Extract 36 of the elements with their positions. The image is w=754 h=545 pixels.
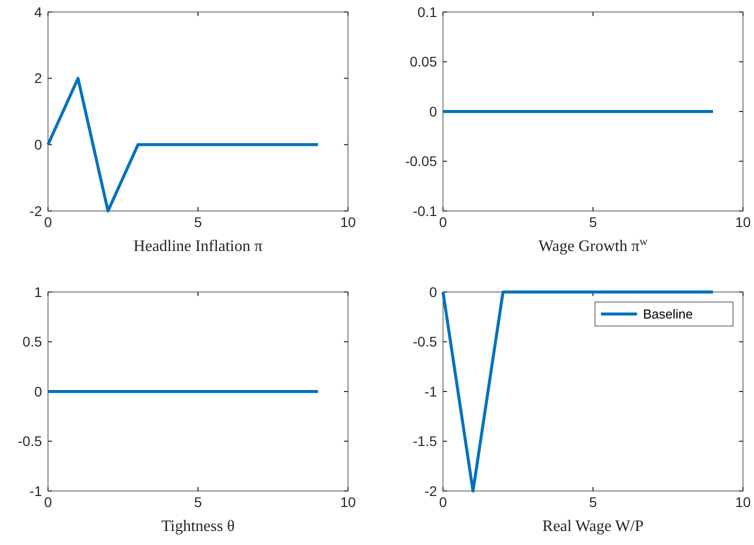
x-tick-label: 10 (340, 214, 356, 230)
y-tick-label: -0.05 (405, 153, 438, 170)
x-tick-label: 10 (735, 214, 751, 230)
x-tick-label: 5 (589, 494, 598, 510)
y-tick-label: -0.1 (412, 202, 438, 219)
x-tick-label: 0 (439, 214, 448, 230)
x-tick-label: 10 (735, 494, 751, 510)
y-tick-label: -1 (30, 482, 42, 499)
y-tick-label: 0 (34, 383, 42, 400)
y-tick-label: 0 (429, 103, 438, 120)
y-tick-label: 2 (34, 70, 42, 86)
x-tick-label: 5 (589, 214, 598, 230)
x-tick-label: 0 (44, 494, 52, 510)
y-tick-label: -0.5 (18, 433, 42, 450)
y-tick-label: -1.5 (412, 433, 438, 450)
x-tick-label: 0 (439, 494, 448, 510)
y-tick-label: -0.5 (412, 334, 438, 350)
y-tick-label: -1 (424, 383, 438, 400)
x-tick-label: 0 (44, 214, 52, 230)
legend-label: Baseline (643, 306, 693, 322)
x-tick-label: 10 (340, 494, 356, 510)
x-axis-title: Real Wage W/P (542, 518, 644, 535)
y-tick-label: -2 (30, 202, 42, 219)
y-tick-label: 1 (34, 284, 42, 300)
x-tick-label: 5 (194, 214, 202, 230)
x-tick-label: 5 (194, 494, 202, 510)
y-tick-label: 0.5 (22, 334, 42, 350)
y-tick-label: 4 (34, 4, 42, 20)
y-tick-label: -2 (424, 482, 438, 499)
x-axis-title: Wage Growth π$^{w}$ (538, 236, 648, 255)
y-tick-label: 0 (34, 136, 42, 153)
y-tick-label: 0.1 (418, 4, 438, 20)
x-axis-title: Headline Inflation π (134, 238, 262, 255)
x-axis-title: Tightness θ (161, 518, 235, 535)
y-tick-label: 0.05 (410, 54, 438, 70)
y-tick-label: 0 (429, 284, 438, 300)
